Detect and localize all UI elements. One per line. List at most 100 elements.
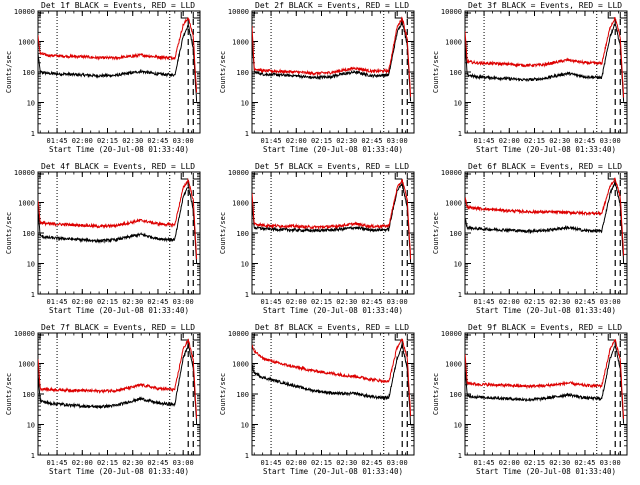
panel-title: Det 7f BLACK = Events, RED = LLD xyxy=(41,323,195,332)
y-tick-label: 10000 xyxy=(14,169,35,177)
y-tick-label: 10 xyxy=(27,422,35,430)
y-tick-label: 10000 xyxy=(228,330,249,338)
panel-6: Det 6f BLACK = Events, RED = LLD 1 10 100 10… xyxy=(432,162,628,315)
y-tick-label: 10 xyxy=(27,261,35,269)
lld-series-line xyxy=(252,179,412,260)
y-axis-label: Counts/sec xyxy=(219,373,227,415)
y-tick-label: 1 xyxy=(245,130,249,138)
x-axis-label: Start Time (20-Jul-08 01:33:40) xyxy=(49,306,189,315)
corner-bracket xyxy=(192,12,200,19)
corner-bracket xyxy=(607,12,616,19)
x-tick-label: 01:45 xyxy=(474,137,495,145)
x-tick-label: 02:45 xyxy=(574,298,595,306)
y-tick-label: 100 xyxy=(22,230,35,238)
x-tick-label: 02:15 xyxy=(97,459,118,467)
y-tick-label: 1000 xyxy=(445,200,462,208)
panel-2: Det 2f BLACK = Events, RED = LLD 1 10 100 10… xyxy=(219,1,415,154)
panel-title: Det 2f BLACK = Events, RED = LLD xyxy=(255,1,409,10)
panel-1: Det 1f BLACK = Events, RED = LLD 1 10 100 10… xyxy=(5,1,201,154)
lld-series-line xyxy=(465,339,625,419)
x-tick-label: 01:45 xyxy=(47,137,68,145)
x-tick-label: 03:00 xyxy=(387,298,408,306)
y-axis-label: Counts/sec xyxy=(5,212,13,254)
lld-series-line xyxy=(38,177,198,260)
events-series-line xyxy=(465,23,625,102)
y-tick-label: 1000 xyxy=(445,361,462,369)
corner-bracket xyxy=(466,334,471,339)
corner-bracket xyxy=(607,334,616,341)
x-tick-label: 02:30 xyxy=(549,459,570,467)
y-tick-label: 1 xyxy=(245,291,249,299)
y-tick-label: 10000 xyxy=(14,330,35,338)
panel-7: Det 7f BLACK = Events, RED = LLD 1 10 100 10… xyxy=(5,323,201,476)
y-tick-label: 100 xyxy=(22,69,35,77)
x-tick-label: 01:45 xyxy=(261,137,282,145)
panel-title: Det 8f BLACK = Events, RED = LLD xyxy=(255,323,409,332)
plot-frame xyxy=(464,171,628,295)
corner-bracket xyxy=(619,334,627,341)
y-axis-label: Counts/sec xyxy=(432,51,440,93)
y-tick-label: 10 xyxy=(27,100,35,108)
x-tick-label: 03:00 xyxy=(173,137,194,145)
x-axis-label: Start Time (20-Jul-08 01:33:40) xyxy=(263,467,403,476)
corner-bracket xyxy=(394,334,403,341)
events-series-line xyxy=(252,183,412,263)
corner-bracket xyxy=(406,173,414,180)
lld-series-line xyxy=(252,338,412,417)
events-series-line xyxy=(465,344,625,424)
corner-bracket xyxy=(406,334,414,341)
corner-bracket xyxy=(406,12,414,19)
y-axis-label: Counts/sec xyxy=(5,51,13,93)
x-axis-label: Start Time (20-Jul-08 01:33:40) xyxy=(476,145,616,154)
y-tick-label: 1000 xyxy=(18,200,35,208)
y-tick-label: 1 xyxy=(31,452,35,460)
corner-bracket xyxy=(619,173,627,180)
corner-bracket xyxy=(466,12,471,17)
y-tick-label: 100 xyxy=(236,230,249,238)
lld-series-line xyxy=(38,338,198,419)
x-axis-label: Start Time (20-Jul-08 01:33:40) xyxy=(263,145,403,154)
y-tick-label: 1000 xyxy=(232,39,249,47)
y-tick-label: 100 xyxy=(449,69,462,77)
plot-frame xyxy=(251,171,415,295)
x-tick-label: 02:30 xyxy=(122,137,143,145)
x-axis-label: Start Time (20-Jul-08 01:33:40) xyxy=(476,306,616,315)
y-tick-label: 10 xyxy=(241,261,249,269)
y-tick-label: 1000 xyxy=(18,361,35,369)
x-tick-label: 02:30 xyxy=(549,137,570,145)
panel-5: Det 5f BLACK = Events, RED = LLD 1 10 100 10… xyxy=(219,162,415,315)
x-tick-label: 02:00 xyxy=(72,137,93,145)
y-tick-label: 10000 xyxy=(441,330,462,338)
events-series-line xyxy=(38,185,198,264)
y-tick-label: 1 xyxy=(458,130,462,138)
y-tick-label: 10000 xyxy=(441,8,462,16)
lld-series-line xyxy=(38,16,198,93)
x-tick-label: 02:00 xyxy=(499,459,520,467)
x-tick-label: 02:00 xyxy=(72,459,93,467)
y-tick-label: 100 xyxy=(449,230,462,238)
x-axis-label: Start Time (20-Jul-08 01:33:40) xyxy=(263,306,403,315)
x-tick-label: 02:15 xyxy=(311,298,332,306)
y-tick-label: 10 xyxy=(454,422,462,430)
y-tick-label: 1 xyxy=(31,291,35,299)
corner-bracket xyxy=(180,12,189,19)
x-tick-label: 03:00 xyxy=(600,459,621,467)
y-tick-label: 1000 xyxy=(232,200,249,208)
corner-bracket xyxy=(180,173,189,180)
corner-bracket xyxy=(394,173,403,180)
events-series-line xyxy=(38,343,198,425)
corner-bracket xyxy=(253,12,258,17)
corner-bracket xyxy=(607,173,616,180)
lld-series-line xyxy=(465,177,625,256)
x-tick-label: 02:30 xyxy=(122,459,143,467)
lld-series-line xyxy=(252,16,412,97)
y-tick-label: 1 xyxy=(458,291,462,299)
x-tick-label: 02:00 xyxy=(499,137,520,145)
x-tick-label: 02:15 xyxy=(524,137,545,145)
x-tick-label: 03:00 xyxy=(387,137,408,145)
x-tick-label: 02:45 xyxy=(361,298,382,306)
panel-title: Det 4f BLACK = Events, RED = LLD xyxy=(41,162,195,171)
x-tick-label: 02:00 xyxy=(286,137,307,145)
x-tick-label: 02:15 xyxy=(97,137,118,145)
x-tick-label: 02:30 xyxy=(336,298,357,306)
